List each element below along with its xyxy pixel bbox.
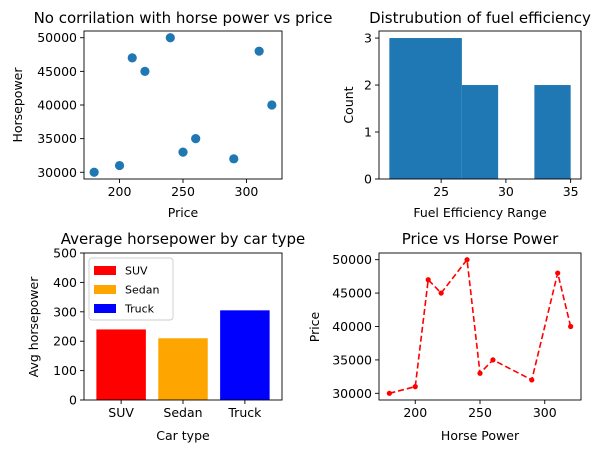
price-line-point — [412, 384, 418, 390]
car-type-bars — [96, 310, 270, 400]
scatter-point — [114, 160, 125, 171]
scatter-point — [89, 167, 99, 177]
y-tick-label: 0 — [69, 393, 77, 408]
price-line-title: Price vs Horse Power — [402, 230, 559, 248]
price-line-point — [425, 277, 431, 283]
y-tick-label: 0 — [364, 172, 372, 187]
histogram-xlabel: Fuel Efficiency Range — [413, 205, 547, 220]
price-line-point — [386, 390, 392, 396]
scatter-ticks: 200 250 300 30000 35000 40000 45000 50000 — [37, 30, 258, 199]
y-tick-label: 1 — [364, 125, 372, 140]
histogram-bar — [461, 85, 499, 179]
x-tick-label: 250 — [468, 405, 492, 420]
price-line-point — [477, 370, 483, 376]
y-tick-label: 2 — [364, 78, 372, 93]
price-line-ticks: 200 250 300 30000 35000 40000 45000 50000 — [332, 252, 556, 420]
scatter-point — [127, 53, 137, 63]
histogram-title: Distrubution of fuel efficiency — [369, 9, 591, 27]
x-tick-label: 200 — [108, 184, 132, 199]
x-tick-label: Sedan — [163, 405, 202, 420]
price-line-point — [438, 290, 444, 296]
scatter-point — [140, 66, 150, 76]
y-tick-label: 40000 — [37, 98, 77, 113]
x-tick-label: Truck — [227, 405, 262, 420]
y-tick-label: 35000 — [332, 352, 372, 367]
legend-swatch-suv — [94, 266, 116, 275]
x-tick-label: 35 — [563, 184, 579, 199]
legend-label-suv: SUV — [125, 265, 148, 278]
price-line-point — [555, 270, 561, 276]
y-tick-label: 50000 — [37, 30, 77, 45]
legend-swatch-sedan — [94, 285, 116, 294]
x-tick-label: 200 — [403, 405, 427, 420]
y-tick-label: 40000 — [332, 319, 372, 334]
scatter-point — [165, 33, 175, 43]
y-tick-label: 100 — [53, 363, 77, 378]
y-tick-label: 400 — [53, 275, 77, 290]
scatter-point — [178, 147, 188, 157]
x-tick-label: SUV — [108, 405, 134, 420]
bar-truck — [220, 310, 270, 400]
bar-suv — [96, 329, 146, 400]
price-line-point — [529, 377, 535, 383]
histogram-axes-frame — [378, 30, 582, 180]
legend-label-sedan: Sedan — [125, 284, 159, 297]
histogram-ylabel: Count — [341, 86, 356, 123]
y-tick-label: 3 — [364, 31, 372, 46]
price-line-xlabel: Horse Power — [441, 428, 520, 443]
legend-swatch-truck — [94, 304, 116, 313]
scatter-point — [229, 154, 239, 164]
car-type-axes-frame — [83, 252, 283, 401]
car-type-ylabel: Avg horsepower — [26, 276, 41, 378]
scatter-point — [254, 46, 264, 56]
y-tick-label: 200 — [53, 334, 77, 349]
histogram-bar — [389, 38, 462, 179]
y-tick-label: 45000 — [332, 286, 372, 301]
price-line-panel: Price vs Horse Power Horse Power Price 2… — [307, 230, 582, 443]
car-type-title: Average horsepower by car type — [61, 230, 305, 248]
y-tick-label: 30000 — [332, 386, 372, 401]
histogram-ticks: 25 30 35 0 1 2 3 — [364, 31, 579, 199]
histogram-bars — [389, 38, 571, 179]
price-line-point — [568, 323, 574, 330]
x-tick-label: 300 — [533, 405, 557, 420]
y-tick-label: 300 — [53, 304, 77, 319]
car-type-legend: SUV Sedan Truck — [88, 257, 174, 321]
histogram-bar — [534, 85, 571, 179]
price-line-axes-frame — [378, 252, 582, 401]
scatter-points — [89, 33, 277, 177]
scatter-panel: No corrilation with horse power vs price… — [10, 9, 332, 220]
scatter-point — [267, 100, 277, 110]
price-line-ylabel: Price — [307, 311, 322, 342]
car-type-xlabel: Car type — [156, 428, 210, 443]
histogram-panel: Distrubution of fuel efficiency Fuel Eff… — [341, 9, 591, 220]
price-line — [389, 257, 572, 395]
y-tick-label: 30000 — [37, 165, 77, 180]
scatter-xlabel: Price — [168, 205, 199, 220]
x-tick-label: 25 — [433, 184, 449, 199]
price-line-point — [490, 357, 496, 363]
y-tick-label: 50000 — [332, 252, 372, 267]
car-type-ticks: SUV Sedan Truck 0 100 200 300 400 500 — [53, 246, 262, 421]
scatter-ylabel: Horsepower — [10, 67, 25, 143]
y-tick-label: 45000 — [37, 64, 77, 79]
scatter-axes-frame — [83, 30, 283, 180]
y-tick-label: 500 — [53, 246, 77, 261]
bar-sedan — [158, 338, 208, 400]
scatter-point — [191, 134, 201, 144]
scatter-title: No corrilation with horse power vs price — [34, 9, 333, 27]
y-tick-label: 35000 — [37, 131, 77, 146]
x-tick-label: 300 — [235, 184, 259, 199]
x-tick-label: 30 — [498, 184, 514, 199]
price-line-point — [464, 257, 470, 263]
legend-label-truck: Truck — [124, 303, 155, 316]
price-line-series — [386, 257, 574, 396]
car-type-bar-panel: Average horsepower by car type Car type … — [26, 230, 305, 443]
x-tick-label: 250 — [171, 184, 195, 199]
